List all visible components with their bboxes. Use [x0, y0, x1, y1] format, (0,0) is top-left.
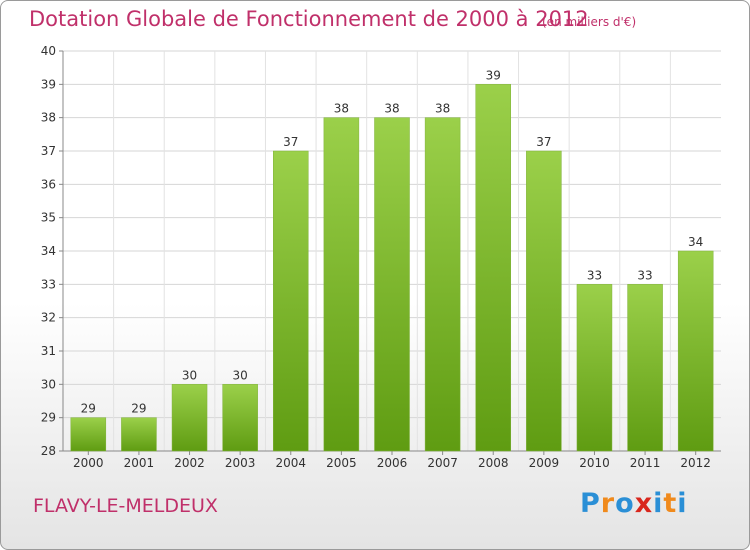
y-tick-label: 30	[41, 377, 56, 391]
bar	[121, 417, 157, 452]
logo-letter: t	[663, 488, 678, 519]
bar	[222, 384, 258, 452]
data-label: 30	[233, 368, 248, 382]
data-label: 30	[182, 368, 197, 382]
x-tick-label: 2008	[478, 456, 509, 470]
y-tick-label: 39	[41, 77, 56, 91]
x-tick-label: 2009	[529, 456, 560, 470]
data-label: 33	[587, 268, 602, 282]
y-tick-label: 40	[41, 44, 56, 58]
y-tick-label: 36	[41, 177, 56, 191]
logo-letter: o	[615, 488, 635, 519]
x-tick-label: 2001	[124, 456, 155, 470]
x-tick-label: 2011	[630, 456, 661, 470]
proxiti-logo: Proxiti	[580, 488, 688, 519]
y-tick-label: 37	[41, 144, 56, 158]
y-tick-label: 34	[41, 244, 56, 258]
x-tick-label: 2000	[73, 456, 104, 470]
y-tick-label: 32	[41, 311, 56, 325]
x-tick-label: 2007	[427, 456, 458, 470]
data-label: 37	[283, 135, 298, 149]
bar	[171, 384, 208, 452]
x-tick-label: 2004	[275, 456, 306, 470]
data-label: 33	[637, 268, 652, 282]
bar	[576, 284, 613, 452]
data-label: 38	[334, 102, 349, 116]
bar	[273, 150, 309, 452]
y-tick-label: 35	[41, 211, 56, 225]
data-label: 37	[536, 135, 551, 149]
data-label: 38	[435, 102, 450, 116]
y-tick-label: 28	[41, 444, 56, 458]
data-label: 34	[688, 235, 703, 249]
data-label: 38	[384, 102, 399, 116]
bar	[323, 117, 360, 452]
y-tick-labels: 28 29 30 31 32 33 34 35 36 37 38 39 40	[41, 44, 56, 458]
bar	[70, 417, 107, 452]
y-tick-label: 38	[41, 111, 56, 125]
logo-letter: x	[634, 488, 654, 519]
x-tick-label: 2012	[680, 456, 711, 470]
x-tick-label: 2006	[377, 456, 408, 470]
bar	[627, 284, 663, 452]
bar	[424, 117, 461, 452]
x-tick-label: 2005	[326, 456, 357, 470]
chart-title: Dotation Globale de Fonctionnement de 20…	[29, 7, 589, 31]
y-tick-label: 33	[41, 277, 56, 291]
commune-name: FLAVY-LE-MELDEUX	[33, 495, 218, 517]
logo-letter: i	[677, 488, 688, 519]
x-tick-label: 2003	[225, 456, 256, 470]
logo-letter: i	[653, 488, 664, 519]
data-label: 29	[81, 402, 96, 416]
bar	[526, 150, 562, 452]
x-tick-label: 2002	[174, 456, 205, 470]
x-tick-labels: 2000 2001 2002 2003 2004 2005 2006 2007 2008 2009…	[73, 456, 711, 470]
y-tick-label: 29	[41, 411, 56, 425]
bar	[374, 117, 410, 452]
logo-letter: P	[580, 488, 601, 519]
data-label: 39	[486, 68, 501, 82]
data-labels: 29 29 30 30 37 38 38 38 39 37 33 33 34	[81, 68, 704, 415]
bars	[70, 84, 714, 452]
chart-unit: (en milliers d'€)	[542, 15, 637, 29]
data-label: 29	[131, 402, 146, 416]
y-tick-label: 31	[41, 344, 56, 358]
bar	[677, 250, 714, 452]
logo-letter: r	[600, 488, 616, 519]
x-tick-label: 2010	[579, 456, 610, 470]
bar	[475, 84, 511, 452]
